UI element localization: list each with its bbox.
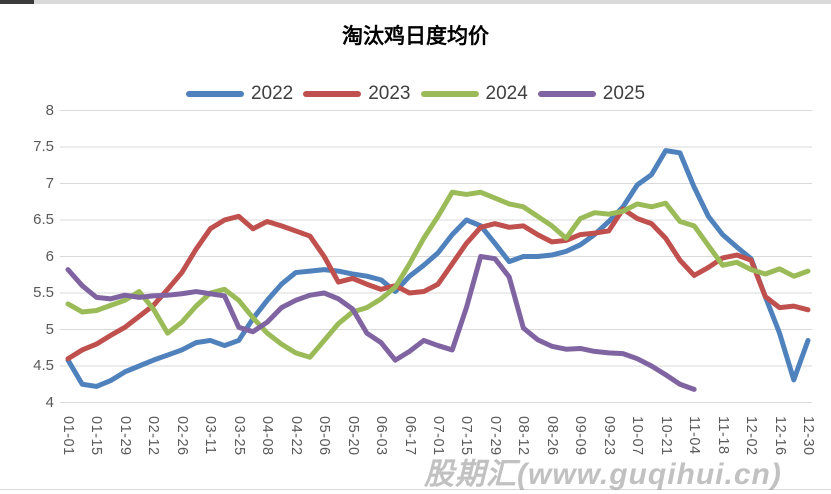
window-top-strip-corner [0, 0, 34, 4]
y-tick-label: 7 [45, 174, 54, 192]
y-tick-label: 5.5 [33, 284, 54, 301]
legend-swatch-icon [185, 91, 244, 97]
legend-label: 2022 [250, 83, 294, 104]
x-tick-label: 06-03 [373, 416, 390, 456]
x-tick-label: 04-22 [287, 416, 304, 456]
series-line-2024 [65, 189, 811, 360]
x-tick-label: 02-12 [145, 416, 162, 456]
y-tick-label: 4.5 [33, 357, 54, 374]
series-line-2025 [65, 254, 697, 392]
legend-swatch-icon [303, 91, 362, 97]
y-tick-label: 5 [45, 320, 54, 338]
x-tick-label: 01-29 [116, 416, 133, 456]
series-line-2022 [65, 148, 811, 389]
series-line-2023 [65, 206, 811, 362]
legend-label: 2024 [485, 83, 528, 104]
x-tick-label: 05-06 [316, 416, 333, 456]
window-top-strip [0, 0, 831, 4]
legend-item-2023[interactable]: 2023 [303, 83, 411, 105]
bottom-border [0, 489, 831, 490]
legend-item-2022[interactable]: 2022 [185, 83, 294, 105]
legend-label: 2023 [368, 83, 411, 104]
x-tick-label: 12-30 [800, 416, 816, 456]
legend-swatch-icon [537, 91, 596, 97]
x-tick-label: 06-17 [401, 416, 418, 456]
x-tick-label: 03-25 [230, 416, 247, 456]
x-tick-label: 01-01 [60, 416, 76, 456]
watermark: 股期汇(www.guqihui.cn) [424, 458, 782, 491]
x-tick-label: 01-15 [88, 416, 105, 456]
y-tick-label: 7.5 [33, 138, 54, 155]
y-tick-label: 4 [45, 393, 54, 411]
x-tick-label: 02-26 [173, 416, 190, 456]
chart-legend: 2022 2023 2024 2025 [0, 83, 831, 105]
legend-item-2025[interactable]: 2025 [537, 83, 646, 105]
y-tick-label: 6.5 [33, 211, 54, 228]
x-tick-label: 03-11 [202, 416, 219, 455]
y-tick-label: 6 [45, 247, 54, 265]
x-tick-label: 05-20 [344, 416, 361, 456]
legend-item-2024[interactable]: 2024 [420, 83, 528, 105]
legend-label: 2025 [602, 83, 646, 104]
x-tick-label: 04-08 [259, 416, 276, 456]
chart-title: 淘汰鸡日度均价 [342, 25, 489, 48]
legend-swatch-icon [420, 91, 479, 97]
y-tick-label: 8 [45, 101, 54, 119]
